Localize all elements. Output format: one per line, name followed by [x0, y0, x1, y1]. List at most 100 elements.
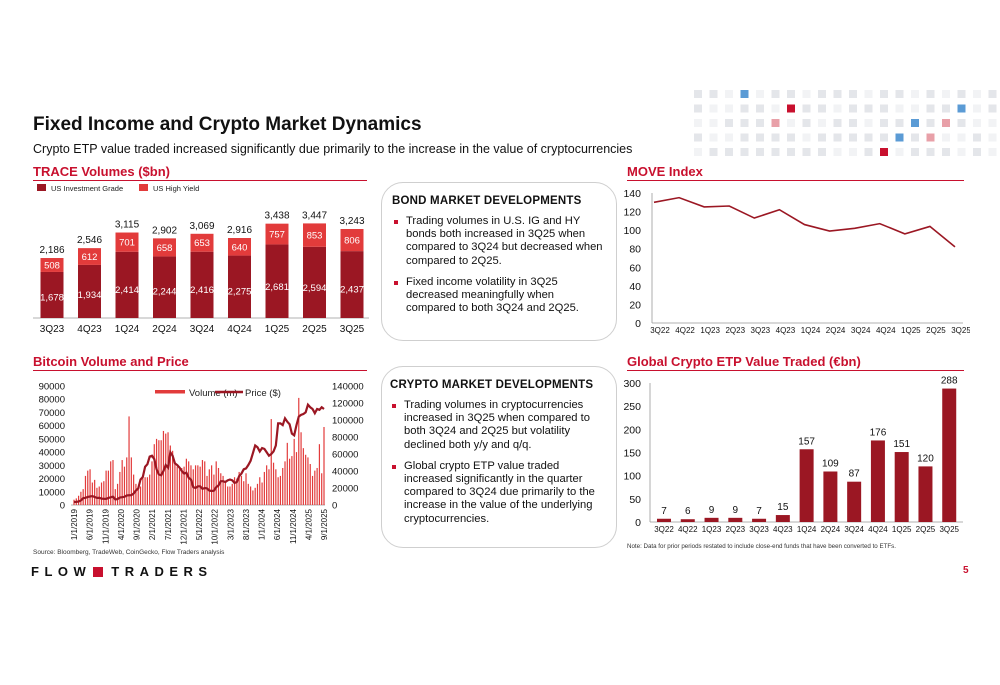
pixel-square [725, 148, 733, 156]
btc-x-tick: 1/1/2019 [70, 508, 79, 540]
trace-ig-label: 1,678 [40, 293, 64, 304]
pixel-square [988, 148, 997, 156]
btc-volume-bar [133, 474, 135, 505]
btc-volume-bar [259, 477, 261, 505]
btc-volume-bar [227, 486, 229, 505]
btc-volume-bar [174, 464, 176, 505]
pixel-square [988, 104, 997, 113]
trace-bar-hy [115, 232, 139, 252]
move-x-tick: 3Q25 [951, 326, 970, 335]
pixel-square [957, 148, 966, 156]
pixel-square [740, 104, 749, 113]
btc-volume-bar [123, 466, 126, 505]
pixel-square [709, 148, 718, 156]
pixel-square [802, 119, 811, 127]
move-y-tick: 100 [623, 225, 641, 237]
pixel-square [771, 119, 780, 127]
etp-bar [918, 466, 933, 522]
trace-x-tick: 3Q24 [190, 324, 215, 335]
btc-volume-bar [82, 489, 84, 505]
move-index-chart: 0 20 40 60 80 100 120 140 3Q22 4Q22 1Q23 2Q23 3Q23 4Q… [623, 188, 970, 335]
trace-x-tick: 3Q25 [340, 324, 365, 335]
etp-y-tick: 200 [623, 424, 641, 436]
btc-volume-bar [128, 416, 130, 505]
btc-volume-bar [224, 481, 226, 505]
etp-x-tick: 3Q25 [939, 525, 959, 534]
trace-bar-hy [265, 223, 289, 245]
btc-volume-bar [197, 465, 199, 505]
btc-volume-bar [185, 458, 187, 505]
btc-volume-bar [282, 467, 284, 505]
pixel-square [849, 104, 857, 113]
pixel-square [802, 90, 811, 98]
btc-volume-bar [305, 454, 307, 505]
btc-volume-bar [96, 487, 98, 505]
page-title: Fixed Income and Crypto Market Dynamics [33, 114, 422, 135]
pixel-square [694, 90, 702, 98]
btc-volume-bar [293, 438, 295, 505]
btc-volume-y-tick: 0 [60, 501, 65, 512]
btc-price-y-tick: 120000 [332, 399, 364, 410]
btc-x-tick: 8/1/2023 [242, 508, 251, 540]
source-note: Source: Bloomberg, TradeWeb, CoinGecko, … [33, 549, 225, 556]
trace-hy-label: 640 [232, 242, 248, 253]
trace-total-label: 2,186 [39, 245, 64, 256]
btc-volume-bar [121, 460, 123, 505]
btc-price-line [73, 402, 325, 504]
pixel-square [880, 133, 888, 142]
btc-volume-bar [261, 482, 263, 505]
trace-volumes-chart: US Investment Grade US High Yield 1,678 508… [33, 184, 369, 335]
btc-volume-bar [153, 444, 155, 505]
pixel-square [864, 104, 873, 113]
bond-box-heading: BOND MARKET DEVELOPMENTS [392, 195, 582, 207]
btc-volume-bar [300, 432, 302, 505]
pixel-square [802, 133, 811, 142]
etp-bar [704, 517, 719, 522]
pixel-square [895, 148, 904, 156]
pixel-square [988, 119, 997, 127]
trace-bar-hy [78, 248, 101, 265]
move-line [653, 196, 956, 248]
pixel-square [926, 133, 935, 142]
btc-volume-bar [233, 477, 236, 505]
btc-volume-bar [250, 486, 252, 505]
trace-hy-label: 508 [44, 260, 60, 271]
trace-x-tick: 2Q25 [302, 324, 327, 335]
btc-volume-bar [183, 466, 185, 505]
btc-price-y-tick: 100000 [332, 416, 364, 427]
trace-hy-label: 653 [194, 238, 210, 249]
btc-volume-bar [126, 457, 128, 505]
pixel-square [973, 148, 981, 156]
pixel-square [787, 90, 795, 98]
trace-hy-label: 612 [82, 252, 98, 263]
btc-volume-bar [107, 470, 110, 505]
pixel-square [740, 133, 749, 142]
btc-volume-bar [286, 442, 288, 505]
pixel-square [973, 90, 981, 98]
trace-bar-ig [190, 251, 214, 318]
btc-volume-bar [279, 475, 282, 505]
trace-bar-ig [115, 251, 139, 318]
btc-volume-bar [139, 486, 142, 505]
btc-volume-bar [238, 471, 240, 505]
etp-bar [657, 518, 671, 522]
btc-volume-bar [245, 473, 247, 505]
etp-section-title: Global Crypto ETP Value Traded (€bn) [627, 354, 861, 369]
btc-x-tick: 1/1/2024 [258, 508, 267, 540]
pixel-square [942, 133, 950, 142]
etp-bar [799, 449, 814, 522]
btc-x-tick: 7/1/2021 [164, 508, 173, 540]
trace-bar-hy [190, 233, 214, 252]
pixel-square [740, 119, 749, 127]
btc-volume-bar [110, 461, 112, 505]
etp-value-label: 120 [917, 453, 934, 464]
btc-volume-bar [211, 465, 213, 505]
pixel-square [957, 90, 966, 98]
trace-title-rule [33, 180, 367, 181]
pixel-square [756, 133, 764, 142]
pixel-square [818, 148, 826, 156]
btc-volume-bar [236, 478, 238, 505]
pixel-square [880, 119, 888, 127]
pixel-square [756, 104, 764, 113]
pixel-square [864, 90, 873, 98]
